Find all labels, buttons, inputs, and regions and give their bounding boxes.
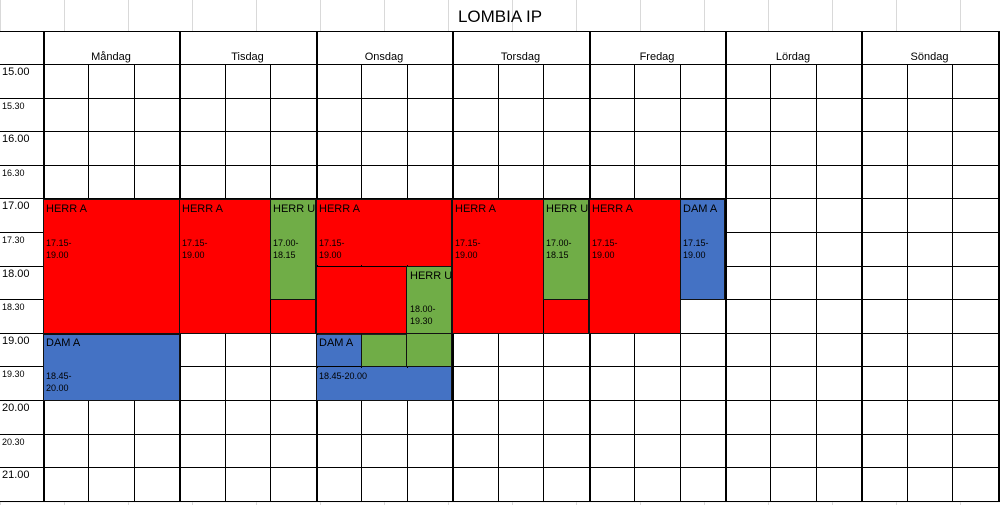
block-outline [270,199,316,300]
day-header: Måndag [91,51,131,63]
day-header: Tisdag [231,51,264,63]
block-fill [317,267,406,333]
row-divider [0,165,1000,166]
row-divider [0,467,1000,468]
booking-time: 18.45- 20.00 [46,371,72,393]
booking-label: HERR A [46,203,87,215]
time-label: 15.00 [2,66,30,78]
column-divider [952,64,953,501]
time-label: 20.00 [2,402,30,414]
block-fill [271,200,315,299]
day-header: Fredag [639,51,675,63]
time-label: 18.00 [2,267,30,280]
row-divider [0,31,1000,32]
block-fill [271,301,315,333]
block-fill [44,200,179,333]
block-fill [544,301,588,333]
booking-label: HERR U [546,203,589,215]
time-label: 15.30 [2,100,25,111]
block-outline [43,334,180,401]
block-outline [361,366,452,367]
block-fill [544,200,588,299]
booking-time: 17.15- 19.00 [46,238,72,260]
sheet-title: LOMBIA IP [457,7,543,26]
time-label: 17.30 [2,235,25,245]
booking-time: 17.00- 18.15 [273,238,299,260]
booking-label: HERR U [273,203,316,215]
row-divider [0,501,1000,502]
booking-label: DAM A [46,337,81,349]
time-label: 21.00 [2,469,30,482]
booking-label: HERR A [592,203,633,215]
row-divider [0,131,1000,132]
column-divider [907,64,908,501]
column-divider [725,31,727,501]
booking-time: 18.00- 19.30 [410,304,436,326]
block-outline [316,334,317,401]
booking-time: 17.15- 19.00 [683,238,709,260]
block-outline [316,400,452,401]
row-divider [0,434,1000,435]
day-header: Onsdag [364,51,404,63]
block-fill [317,200,451,265]
block-fill [590,200,680,333]
row-divider [0,64,1000,65]
block-outline [680,199,725,300]
day-header: Lördag [775,51,811,63]
block-fill [44,335,179,400]
block-fill [681,200,724,299]
block-fill [180,200,270,333]
row-divider [0,366,1000,367]
day-header: Torsdag [500,51,541,63]
booking-time: 17.15- 19.00 [319,238,345,260]
booking-label: HERR A [182,203,223,215]
booking-label: HERR A [455,203,496,215]
booking-time: 17.15- 19.00 [455,238,481,260]
row-divider [0,400,1000,401]
time-label: 19.30 [2,369,25,380]
block-outline [361,334,362,367]
time-label: 17.00 [2,200,30,213]
block-fill [453,200,543,333]
block-outline [451,367,452,401]
column-divider [816,64,817,501]
column-divider [770,64,771,501]
row-divider [0,198,1000,199]
time-label: 18.30 [2,302,25,313]
column-divider [861,31,863,501]
time-label: 20.30 [2,436,25,447]
booking-time: 17.00- 18.15 [546,238,572,260]
booking-label: DAM A [319,337,354,349]
block-outline [543,199,589,300]
booking-label: DAM A [683,203,718,215]
column-divider [998,31,1000,501]
booking-time: 18.45-20.00 [319,371,368,381]
booking-label: HERR U [410,270,453,282]
block-outline [589,199,681,334]
booking-label: HERR A [319,203,360,215]
booking-time: 17.15- 19.00 [182,238,208,260]
booking-time: 17.15- 19.00 [592,238,618,260]
day-header: Söndag [910,51,949,63]
row-divider [0,98,1000,99]
time-label: 19.00 [2,334,30,347]
block-fill [317,335,361,366]
time-label: 16.30 [2,167,25,178]
time-label: 16.00 [2,133,30,146]
block-outline [43,199,180,334]
block-fill [317,368,451,400]
